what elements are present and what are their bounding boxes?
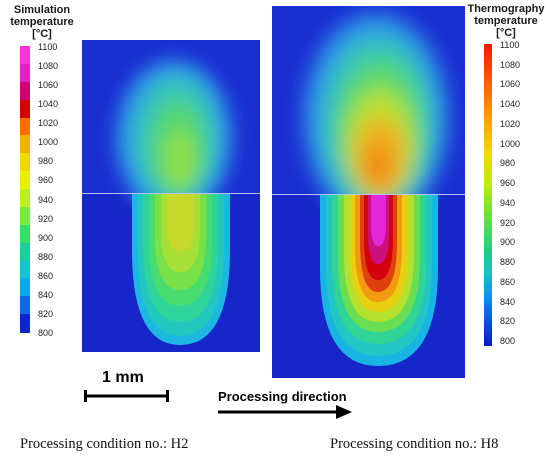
scale-bar-label: 1 mm [102, 369, 144, 386]
thermography-tick-label: 1020 [500, 118, 521, 129]
simulation-tick-label: 1100 [38, 42, 58, 52]
simulation-colorbar-block [20, 278, 30, 297]
simulation-colorbar-block [20, 296, 30, 315]
simulation-legend-title-line2: temperature [10, 16, 74, 28]
thermography-legend-title-line3: [°C] [496, 27, 516, 39]
simulation-tick-label: 800 [38, 328, 54, 338]
thermography-tick-label: 1100 [500, 40, 520, 50]
simulation-colorbar-ticks: 1100 1080 1060 1040 1020 1000 980 960 940 920 900 8… [38, 42, 78, 342]
simulation-tick-label: 960 [38, 175, 54, 186]
thermography-tick-label: 880 [500, 257, 516, 268]
simulation-colorbar-block [20, 46, 30, 65]
simulation-legend-title: Simulation temperature [°C] [2, 4, 82, 40]
thermography-tick-label: 1080 [500, 59, 521, 70]
thermography-tick-label: 1060 [500, 79, 521, 90]
simulation-tick-label: 940 [38, 194, 54, 205]
simulation-tick-label: 1020 [38, 118, 59, 129]
simulation-colorbar-block [20, 171, 30, 190]
simulation-legend-title-line3: [°C] [32, 28, 52, 40]
thermography-tick-label: 820 [500, 316, 516, 327]
simulation-colorbar-block [20, 260, 30, 279]
simulation-tick-label: 1080 [38, 61, 59, 72]
simulation-legend-title-line1: Simulation [13, 4, 71, 16]
simulation-tick-label: 900 [38, 232, 54, 243]
thermography-thermal-map-h8 [272, 6, 465, 378]
thermography-legend-title-line1: Thermography [467, 3, 545, 15]
simulation-tick-label: 1000 [38, 137, 59, 148]
thermography-colorbar [484, 44, 492, 346]
simulation-colorbar-block [20, 206, 30, 226]
thermography-tick-label: 980 [500, 158, 516, 169]
simulation-tick-label: 980 [38, 156, 54, 167]
simulation-colorbar-block [20, 99, 30, 118]
thermography-tick-label: 940 [500, 197, 516, 208]
simulation-colorbar-block [20, 224, 30, 244]
simulation-thermal-map-h2 [82, 40, 260, 352]
simulation-colorbar-block [20, 135, 30, 154]
thermography-tick-label: 920 [500, 217, 516, 228]
thermography-tick-label: 1040 [500, 99, 521, 110]
simulation-tick-label: 1060 [38, 80, 59, 91]
thermography-tick-label: 900 [500, 237, 516, 248]
simulation-colorbar-block [20, 314, 30, 333]
thermography-colorbar-ticks: 1100 1080 1060 1040 1020 1000 980 960 940 920 900 8… [496, 40, 540, 350]
simulation-colorbar-block [20, 242, 30, 261]
thermography-legend-title-line2: temperature [474, 15, 538, 27]
simulation-colorbar-block [20, 117, 30, 136]
simulation-colorbar-block [20, 81, 30, 101]
thermography-tick-label: 1000 [500, 138, 521, 149]
simulation-tick-label: 920 [38, 213, 54, 224]
processing-direction-label: Processing direction [218, 389, 347, 404]
thermography-tick-label: 860 [500, 276, 516, 287]
simulation-colorbar-block [20, 153, 30, 172]
scale-bar [84, 390, 169, 402]
thermography-tick-label: 840 [500, 296, 516, 307]
simulation-colorbar-block [20, 189, 30, 208]
simulation-tick-label: 880 [38, 251, 54, 262]
processing-direction-arrow [218, 405, 352, 419]
simulation-colorbar-block [20, 63, 30, 83]
simulation-tick-label: 820 [38, 308, 54, 319]
thermography-legend-title: Thermography temperature [°C] [462, 3, 550, 39]
thermography-tick-label: 960 [500, 178, 516, 189]
caption-right: Processing condition no.: H8 [330, 436, 499, 452]
simulation-tick-label: 860 [38, 270, 54, 281]
simulation-colorbar [20, 46, 30, 333]
caption-left: Processing condition no.: H2 [20, 436, 189, 452]
thermography-tick-label: 800 [500, 336, 516, 346]
simulation-tick-label: 1040 [38, 99, 59, 110]
simulation-tick-label: 840 [38, 289, 54, 300]
